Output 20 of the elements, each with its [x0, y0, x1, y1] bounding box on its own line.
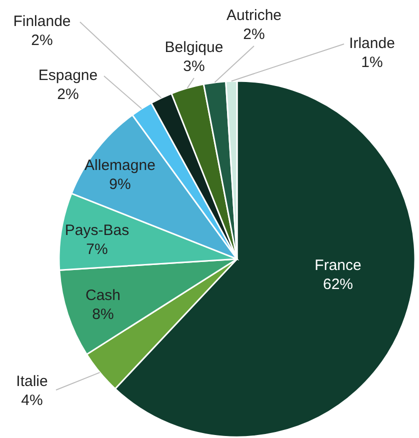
data-label: 62% — [322, 276, 354, 293]
slice-label: Autriche — [226, 7, 282, 24]
data-label: 2% — [57, 86, 79, 103]
slice-label: Belgique — [164, 39, 224, 56]
slice-label: Italie — [16, 373, 48, 390]
data-label: 9% — [109, 176, 131, 193]
slice-label: France — [314, 257, 362, 274]
slice-label: Pays-Bas — [64, 222, 130, 239]
slice-label: Allemagne — [84, 157, 156, 174]
data-label: 2% — [243, 26, 265, 43]
slice-label: Cash — [85, 287, 121, 304]
data-label: 7% — [86, 241, 108, 258]
data-label: 3% — [183, 58, 205, 75]
slice-label: Espagne — [38, 67, 98, 84]
data-label: 1% — [361, 54, 383, 71]
data-label: 8% — [92, 306, 114, 323]
data-label: 2% — [31, 32, 53, 49]
data-label: 4% — [21, 392, 43, 409]
slice-label: Finlande — [13, 13, 71, 30]
slice-label: Irlande — [349, 35, 395, 52]
